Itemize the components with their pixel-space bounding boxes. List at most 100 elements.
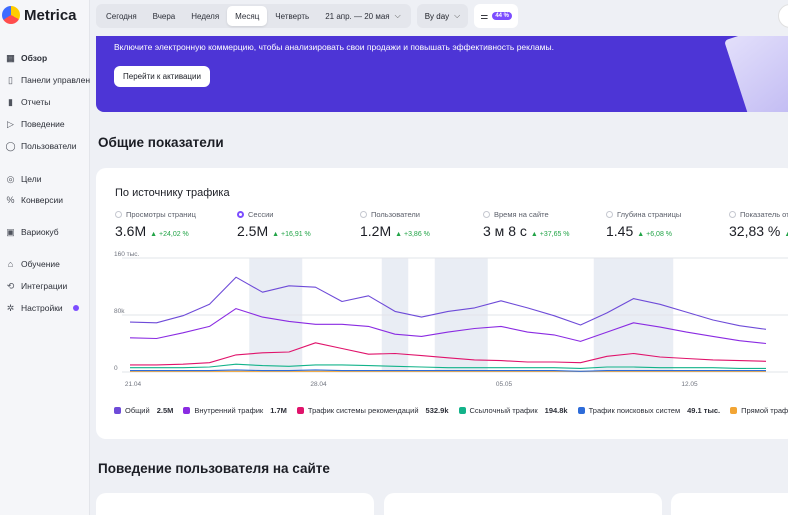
metric-value: 32,83 % [729, 223, 781, 239]
metrica-logo[interactable]: Metrica [2, 6, 77, 24]
gear-icon: ✲ [6, 302, 15, 313]
metric-1: Сессии 2.5M ▲ +16,91 % [237, 210, 362, 239]
metric-value-row: 3.6M ▲ +24,02 % [115, 223, 240, 239]
reports-icon: ▮ [8, 96, 13, 107]
metrica-logo-icon [2, 6, 20, 24]
behavior-card-1 [96, 493, 374, 515]
legend-value: 1.7M [270, 406, 287, 415]
sidebar: Metrica ▦ Обзор ▯ Панели управлени ▮ Отчеты ▷ П… [0, 0, 90, 515]
metric-3: Время на сайте 3 м 8 с ▲ +37,65 % [483, 210, 608, 239]
section-title-behavior: Поведение пользователя на сайте [98, 461, 330, 476]
banner-illustration [724, 36, 788, 112]
metric-value-row: 1.2M ▲ +3,86 % [360, 223, 485, 239]
sidebar-item-4[interactable]: ◯ Пользователи [0, 136, 90, 156]
granularity-select[interactable]: By day ⌵ [416, 4, 469, 28]
app-name: Metrica [24, 6, 77, 24]
legend-label: Ссылочный трафик [469, 406, 538, 415]
metric-delta: ▲ +37,65 % [530, 231, 570, 238]
metric-value: 2.5M [237, 223, 269, 239]
sidebar-item-6[interactable]: % Конверсии [0, 190, 90, 210]
metric-delta: ▲ +6,08 % [637, 231, 673, 238]
series-line-0 [129, 276, 767, 330]
period-quarter[interactable]: Четверть [275, 11, 310, 21]
legend-item-0[interactable]: Общий 2.5M [114, 406, 173, 415]
radio-icon [115, 211, 122, 218]
metric-delta: ▲ [784, 231, 788, 238]
sidebar-item-1[interactable]: ▯ Панели управлени [0, 70, 90, 90]
chart-legend: Общий 2.5M Внутренний трафик 1.7M Трафик сис… [114, 406, 788, 415]
chevron-down-icon: ⌵ [454, 11, 461, 20]
behavior-card-3 [671, 493, 788, 515]
metric-value: 3 м 8 с [483, 223, 527, 239]
legend-value: 49.1 тыс. [687, 406, 721, 415]
avatar[interactable] [778, 4, 788, 28]
sidebar-item-label: Вариокуб [21, 227, 59, 237]
metric-delta: ▲ +16,91 % [272, 231, 311, 238]
legend-item-5[interactable]: Прямой трафик4 [730, 406, 788, 415]
user-icon: ◯ [5, 140, 16, 151]
metric-label: Время на сайте [494, 210, 549, 219]
legend-label: Внутренний трафик [194, 406, 264, 415]
legend-item-2[interactable]: Трафик системы рекомендаций 532.9k [296, 406, 449, 415]
metric-delta: ▲ +24,02 % [150, 231, 189, 238]
traffic-card: По источнику трафика Просмотры страниц 3.… [96, 168, 788, 439]
legend-item-1[interactable]: Внутренний трафик 1.7M [183, 406, 287, 415]
metric-delta: ▲ +3,86 % [395, 231, 430, 238]
x-tick-label: 12.05 [681, 381, 698, 388]
sidebar-item-label: Обучение [21, 259, 60, 269]
cube-icon: ▣ [6, 226, 15, 237]
metric-label: Показатель отк [740, 210, 788, 219]
period-today[interactable]: Сегодня [106, 11, 137, 21]
sidebar-item-2[interactable]: ▮ Отчеты [0, 92, 90, 112]
legend-item-3[interactable]: Ссылочный трафик 194.8k [458, 406, 568, 415]
metric-value-row: 2.5M ▲ +16,91 % [237, 223, 362, 239]
legend-label: Общий [125, 406, 150, 415]
sidebar-item-label: Интеграции [21, 281, 68, 291]
metric-value: 3.6M [115, 223, 147, 239]
metric-selector[interactable]: Сессии [237, 210, 362, 219]
legend-label: Трафик системы рекомендаций [307, 406, 419, 415]
metric-label: Глубина страницы [617, 210, 682, 219]
metric-selector[interactable]: Показатель отк [729, 210, 788, 219]
ecommerce-banner: Включите электронную коммерцию, чтобы ан… [96, 36, 788, 112]
sidebar-item-label: Обзор [21, 53, 48, 63]
metric-value: 1.45 [606, 223, 634, 239]
metric-selector[interactable]: Глубина страницы [606, 210, 731, 219]
checkbox-icon [296, 407, 304, 414]
toolbar: Сегодня Вчера Неделя Месяц Четверть 21 а… [96, 4, 519, 28]
radio-icon [606, 211, 613, 218]
metric-selector[interactable]: Просмотры страниц [115, 210, 240, 219]
series-line-3 [130, 363, 766, 369]
percent-icon: % [6, 195, 15, 205]
period-week[interactable]: Неделя [191, 11, 220, 21]
metric-value: 1.2M [360, 223, 392, 239]
legend-value: 194.8k [544, 406, 568, 415]
activate-button[interactable]: Перейти к активации [114, 66, 210, 87]
sidebar-item-label: Пользователи [21, 141, 77, 151]
metric-value-row: 3 м 8 с ▲ +37,65 % [483, 223, 608, 239]
checkbox-icon [183, 407, 191, 414]
sidebar-item-7[interactable]: ▣ Вариокуб [0, 222, 90, 242]
period-month[interactable]: Месяц [227, 6, 268, 26]
sidebar-item-label: Цели [21, 174, 42, 184]
sidebar-item-8[interactable]: ⌂ Обучение [0, 254, 90, 274]
filters-button[interactable]: ⚌ 44 % [474, 4, 519, 28]
sidebar-item-3[interactable]: ▷ Поведение [0, 114, 90, 134]
sidebar-item-5[interactable]: ◎ Цели [0, 169, 90, 189]
series-line-1 [129, 308, 767, 345]
notification-dot [72, 305, 79, 311]
checkbox-icon [458, 407, 466, 414]
period-yesterday[interactable]: Вчера [152, 11, 176, 21]
sidebar-item-9[interactable]: ⟲ Интеграции [0, 276, 90, 296]
legend-item-4[interactable]: Трафик поисковых систем 49.1 тыс. [577, 406, 721, 415]
section-title-overview: Общие показатели [98, 135, 224, 150]
x-tick-label: 05.05 [496, 381, 513, 388]
grid-icon: ▦ [6, 52, 15, 63]
date-range-picker[interactable]: 21 апр. — 20 мая ⌵ [317, 6, 409, 26]
sidebar-item-10[interactable]: ✲ Настройки [0, 298, 90, 318]
metric-selector[interactable]: Время на сайте [483, 210, 608, 219]
metric-selector[interactable]: Пользователи [360, 210, 485, 219]
sidebar-item-0[interactable]: ▦ Обзор [0, 48, 90, 68]
filter-badge: 44 % [492, 12, 513, 20]
banner-text: Включите электронную коммерцию, чтобы ан… [114, 42, 554, 52]
